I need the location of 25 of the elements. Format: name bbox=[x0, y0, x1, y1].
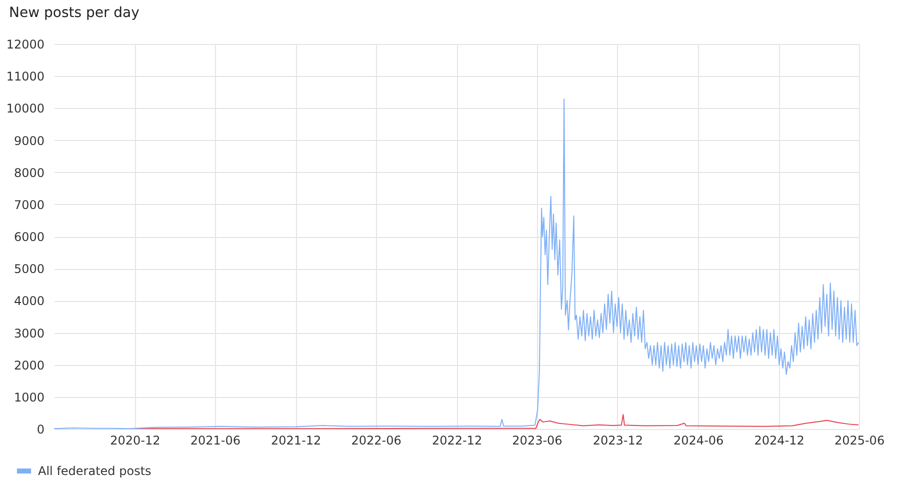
y-tick-label: 10000 bbox=[6, 102, 44, 116]
x-tick-label: 2021-12 bbox=[271, 434, 322, 448]
y-tick-label: 2000 bbox=[14, 358, 44, 372]
x-tick-label: 2023-06 bbox=[512, 434, 562, 448]
x-tick-label: 2021-06 bbox=[190, 434, 240, 448]
x-tick-label: 2022-06 bbox=[351, 434, 402, 448]
y-tick-label: 5000 bbox=[14, 262, 44, 276]
y-tick-label: 8000 bbox=[14, 166, 44, 180]
x-tick-label: 2024-12 bbox=[754, 434, 804, 448]
x-tick-label: 2022-12 bbox=[432, 434, 482, 448]
y-tick-label: 7000 bbox=[14, 198, 44, 212]
chart-title: New posts per day bbox=[9, 5, 140, 21]
y-tick-label: 3000 bbox=[14, 326, 44, 340]
y-tick-label: 0 bbox=[36, 422, 44, 436]
x-tick-label: 2024-06 bbox=[674, 434, 724, 448]
x-tick-label: 2020-12 bbox=[110, 434, 160, 448]
y-tick-label: 11000 bbox=[6, 70, 44, 84]
y-tick-label: 1000 bbox=[14, 390, 44, 404]
y-tick-label: 9000 bbox=[14, 134, 44, 148]
x-tick-label: 2025-06 bbox=[834, 434, 885, 448]
y-tick-label: 12000 bbox=[6, 38, 44, 52]
y-tick-label: 4000 bbox=[14, 294, 44, 308]
y-tick-label: 6000 bbox=[14, 230, 44, 244]
x-tick-label: 2023-12 bbox=[592, 434, 643, 448]
legend-label: All federated posts bbox=[38, 464, 152, 478]
